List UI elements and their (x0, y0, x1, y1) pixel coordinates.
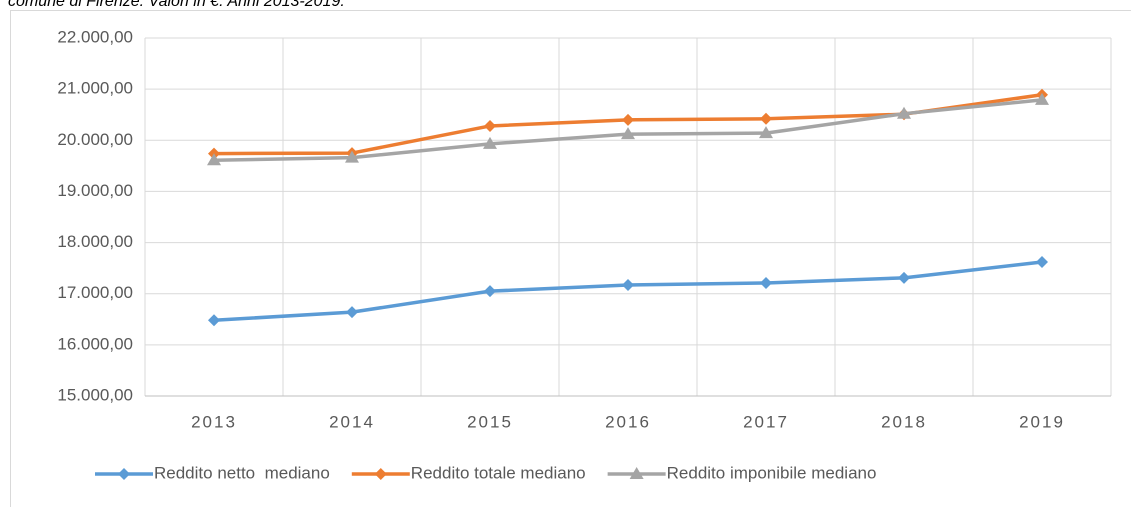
marker (346, 306, 358, 319)
legend-marker (118, 468, 130, 480)
marker (760, 112, 772, 125)
marker (1036, 256, 1048, 269)
series-line (213, 260, 1043, 323)
marker (759, 126, 773, 139)
marker (208, 314, 220, 327)
chart-border (10, 10, 1131, 507)
y-tick-label: 22.000,00 (57, 27, 133, 46)
x-tick-label: 2016 (605, 412, 651, 431)
marker (483, 136, 497, 149)
legend-item: Reddito totale mediano (351, 463, 586, 482)
marker (897, 106, 911, 119)
legend-item: Reddito imponibile mediano (607, 463, 877, 482)
y-tick-label: 15.000,00 (57, 385, 133, 404)
x-tick-label: 2017 (743, 412, 789, 431)
legend-label: Reddito netto mediano (154, 463, 330, 482)
y-tick-label: 21.000,00 (57, 79, 133, 98)
marker (621, 127, 635, 140)
x-tick-label: 2013 (191, 412, 237, 431)
x-tick-label: 2015 (467, 412, 513, 431)
marker (484, 119, 496, 132)
chart-title: comune di Firenze. Valori in €. Anni 201… (8, 0, 345, 10)
x-tick-label: 2014 (329, 412, 375, 431)
legend-label: Reddito imponibile mediano (667, 463, 877, 482)
y-tick-label: 18.000,00 (57, 232, 133, 251)
x-tick-label: 2018 (881, 412, 927, 431)
marker (622, 279, 634, 292)
x-tick-label: 2019 (1019, 412, 1065, 431)
marker (760, 276, 772, 289)
y-tick-label: 16.000,00 (57, 334, 133, 353)
marker (207, 153, 221, 166)
legend-marker (629, 467, 644, 479)
legend-marker (374, 468, 387, 480)
marker (622, 113, 634, 126)
marker (1035, 92, 1049, 105)
y-tick-label: 19.000,00 (57, 181, 133, 200)
marker (345, 150, 359, 163)
y-tick-label: 17.000,00 (57, 283, 133, 302)
legend-item: Reddito netto mediano (95, 463, 330, 482)
marker (484, 285, 496, 298)
marker (898, 271, 910, 284)
legend-label: Reddito totale mediano (411, 463, 586, 482)
y-tick-label: 20.000,00 (57, 130, 133, 149)
